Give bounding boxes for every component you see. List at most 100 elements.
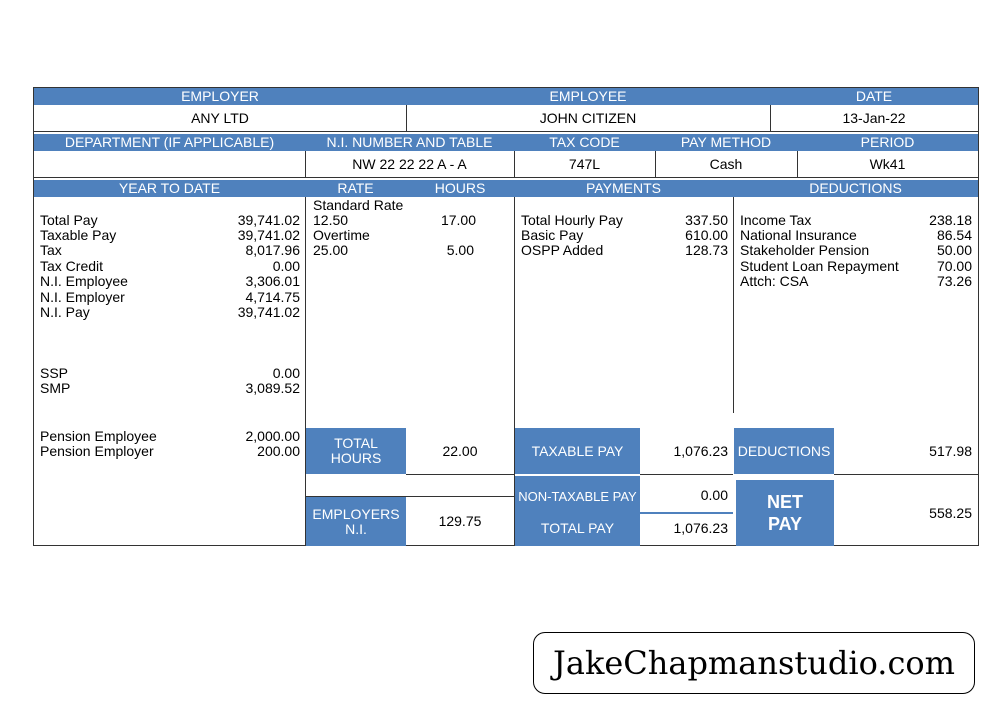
total-hours-label-text: TOTAL HOURS: [330, 435, 382, 466]
ytd-value: 39,741.02: [237, 227, 300, 243]
rate-label: Standard Rate: [313, 197, 404, 213]
ytd-label: Pension Employer: [40, 443, 154, 459]
department-header: DEPARTMENT (IF APPLICABLE): [34, 134, 305, 151]
deduction-label: Income Tax: [740, 212, 812, 228]
deductions-total-label: DEDUCTIONS: [734, 428, 834, 474]
payslip: [33, 87, 979, 546]
payment-value: 610.00: [685, 227, 728, 243]
ni-number-header: N.I. NUMBER AND TABLE: [305, 134, 514, 151]
divider: [640, 474, 733, 475]
ytd-value: 200.00: [257, 443, 300, 459]
ytd-label: Tax: [40, 242, 62, 258]
divider: [514, 197, 515, 546]
hours-header: HOURS: [406, 180, 514, 197]
taxable-pay-value: 1,076.23: [673, 443, 729, 459]
tax-code-value: 747L: [568, 156, 601, 172]
payment-label: OSPP Added: [521, 242, 604, 258]
deduction-label: Student Loan Repayment: [740, 258, 899, 274]
non-taxable-pay-value: 0.00: [700, 487, 728, 503]
rate-value: 25.00: [313, 242, 349, 258]
total-hours-label: TOTAL HOURS: [306, 428, 406, 474]
ytd-value: 39,741.02: [237, 304, 300, 320]
payment-label: Basic Pay: [521, 227, 584, 243]
ytd-label: N.I. Pay: [40, 304, 90, 320]
date-header: DATE: [770, 88, 978, 105]
ytd-label: Pension Employee: [40, 428, 157, 444]
rate-header: RATE: [305, 180, 406, 197]
payment-value: 128.73: [685, 242, 728, 258]
ytd-label: Total Pay: [40, 212, 98, 228]
net-pay-label: NET PAY: [736, 480, 834, 546]
deductions-total-value: 517.98: [929, 443, 972, 459]
deduction-label: Attch: CSA: [740, 273, 809, 289]
ytd-value: 2,000.00: [245, 428, 301, 444]
deduction-value: 50.00: [936, 242, 972, 258]
employers-ni-label: EMPLOYERS N.I.: [306, 497, 406, 546]
deduction-label: Stakeholder Pension: [740, 242, 870, 258]
ytd-value: 39,741.02: [237, 212, 300, 228]
period-header: PERIOD: [797, 134, 978, 151]
rate-label: Overtime: [313, 227, 370, 243]
taxable-pay-label: TAXABLE PAY: [531, 443, 624, 459]
total-pay-value: 1,076.23: [673, 520, 729, 536]
deduction-value: 86.54: [936, 227, 972, 243]
pay-method-header: PAY METHOD: [655, 134, 797, 151]
divider: [515, 474, 640, 476]
employer-value: ANY LTD: [191, 110, 249, 126]
divider: [305, 151, 306, 178]
hours-value: 17.00: [440, 212, 476, 228]
ytd-label: Tax Credit: [40, 258, 104, 274]
divider: [34, 131, 979, 132]
payment-value: 337.50: [685, 212, 728, 228]
ytd-label: N.I. Employer: [40, 289, 125, 305]
ytd-value: 3,306.01: [245, 273, 301, 289]
deduction-value: 73.26: [936, 273, 972, 289]
divider: [733, 197, 734, 413]
deductions-header: DEDUCTIONS: [733, 180, 978, 197]
divider: [306, 496, 514, 497]
employer-header: EMPLOYER: [34, 88, 406, 105]
date-value: 13-Jan-22: [842, 110, 906, 126]
divider: [305, 197, 306, 546]
ytd-label: N.I. Employee: [40, 273, 128, 289]
ni-number-value: NW 22 22 22 A - A: [352, 156, 467, 172]
total-hours-value: 22.00: [442, 443, 478, 459]
employee-header: EMPLOYEE: [406, 88, 770, 105]
ytd-value: 4,714.75: [245, 289, 301, 305]
divider: [406, 105, 407, 132]
divider: [834, 474, 979, 475]
employers-ni-label-text: EMPLOYERS N.I.: [312, 505, 400, 537]
divider: [406, 474, 514, 475]
ytd-value: 0.00: [272, 365, 300, 381]
rate-value: 12.50: [313, 212, 349, 228]
ytd-value: 8,017.96: [245, 242, 301, 258]
total-pay-label: TOTAL PAY: [540, 520, 615, 536]
payment-label: Total Hourly Pay: [521, 212, 623, 228]
payments-header: PAYMENTS: [514, 180, 733, 197]
divider: [34, 177, 979, 178]
pay-method-value: Cash: [709, 156, 743, 172]
ytd-label: Taxable Pay: [40, 227, 117, 243]
period-value: Wk41: [869, 156, 906, 172]
non-taxable-pay-label: NON-TAXABLE PAY: [518, 488, 637, 504]
ytd-value: 3,089.52: [245, 380, 301, 396]
ytd-label: SSP: [40, 365, 69, 381]
net-pay-label-text: NET PAY: [767, 492, 803, 534]
ytd-header: YEAR TO DATE: [34, 180, 305, 197]
ytd-value: 0.00: [272, 258, 300, 274]
watermark-text: JakeChapmanstudio.com: [553, 644, 955, 682]
divider: [514, 151, 515, 178]
deduction-label: National Insurance: [740, 227, 857, 243]
divider: [640, 512, 733, 514]
employers-ni-value: 129.75: [438, 513, 482, 529]
deduction-value: 70.00: [936, 258, 972, 274]
watermark: JakeChapmanstudio.com: [533, 632, 975, 694]
divider: [770, 105, 771, 132]
ytd-label: SMP: [40, 380, 71, 396]
tax-code-header: TAX CODE: [514, 134, 655, 151]
deduction-value: 238.18: [929, 212, 972, 228]
employee-value: JOHN CITIZEN: [539, 110, 637, 126]
divider: [655, 151, 656, 178]
divider: [797, 151, 798, 178]
pay-totals-label-bg: [515, 428, 640, 546]
